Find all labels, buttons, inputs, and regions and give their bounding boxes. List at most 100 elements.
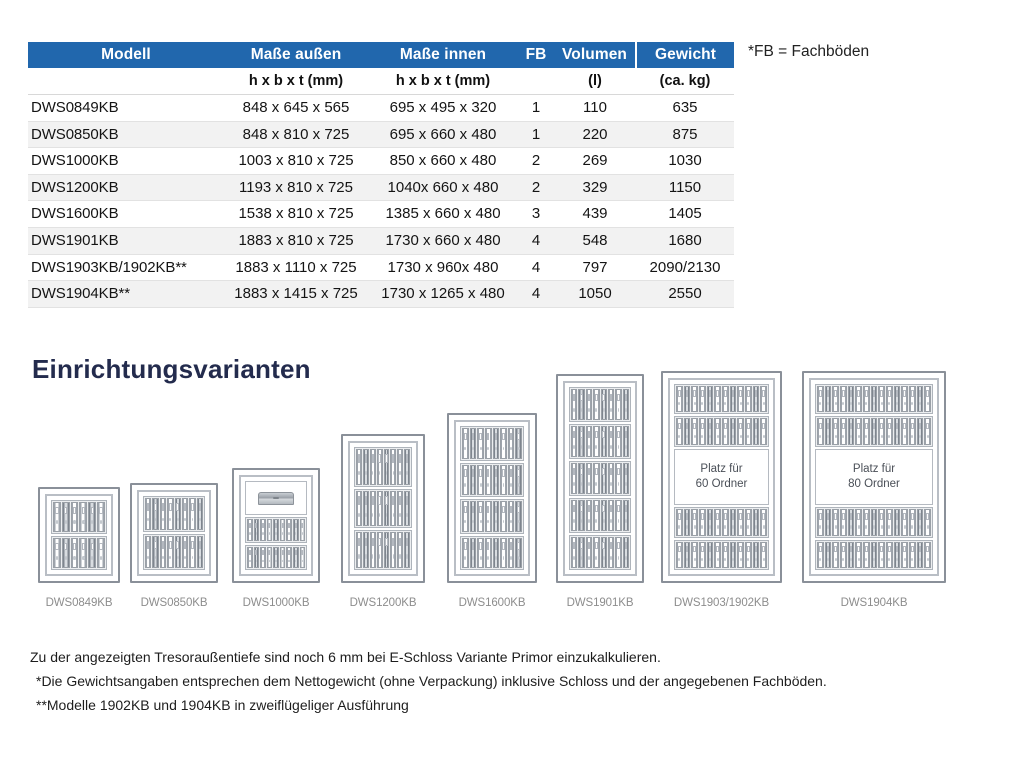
binder-icon [886,509,893,536]
safe-diagram[interactable] [232,468,320,583]
binder-icon [376,449,383,485]
binder-icon [292,519,299,541]
binder-icon [515,428,522,459]
safe-inner-frame: Platz für 60 Ordner [668,378,775,576]
binder-icon [492,537,500,568]
binder-icon [855,418,863,445]
footer-notes: Zu der angezeigten Tresoraußentiefe sind… [30,648,990,720]
safe-diagram[interactable]: Platz für 80 Ordner [802,371,946,583]
binder-icon [699,509,706,536]
binder-icon [247,519,253,541]
cell-volume: 110 [554,94,636,122]
shelf-capacity-note: Platz für 60 Ordner [674,448,769,506]
binder-icon [909,386,916,413]
cell-volume: 439 [554,200,636,228]
binder-icon [832,418,840,445]
shelf-with-binders [245,517,307,543]
cell-inner: 1730 x 960x 480 [368,254,518,282]
binder-icon [615,389,622,420]
table-row: DWS0849KB 848 x 645 x 565 695 x 495 x 320 1… [28,94,734,122]
binder-icon [722,418,729,445]
binder-icon [61,538,70,568]
table-header-row-sub: h x b x t (mm) h x b x t (mm) (l) (ca. k… [28,68,734,95]
binder-icon [752,509,760,536]
cell-model: DWS1000KB [28,147,224,175]
binder-icon [79,538,88,568]
cell-fb: 4 [518,254,554,282]
shelf-stack [460,426,524,570]
binder-icon [356,532,362,569]
safe-diagram[interactable] [556,374,644,583]
cell-inner: 850 x 660 x 480 [368,147,518,175]
binder-icon [159,536,167,568]
safe-diagram[interactable] [38,487,120,583]
cell-volume: 1050 [554,280,636,308]
binder-icon [878,386,886,413]
binder-icon [615,500,622,531]
binder-icon [397,532,404,569]
binder-icon [878,541,886,569]
cell-inner: 1385 x 660 x 480 [368,200,518,228]
shelf-with-binders [460,535,524,570]
safe-model-label: DWS0850KB [140,597,208,609]
shelf-with-binders [569,424,631,459]
capacity-note-line: Platz für [700,463,743,476]
binder-icon [462,537,469,568]
binder-icon [886,386,893,413]
col-header-fb: FB [518,42,554,68]
table-body: DWS0849KB 848 x 645 x 565 695 x 495 x 320 1… [28,94,734,308]
binder-icon [683,509,691,536]
safe-diagram[interactable]: Platz für 60 Ordner [661,371,782,583]
binder-icon [159,498,167,530]
binder-icon [615,426,622,457]
safe-diagram[interactable] [447,413,537,583]
binder-icon [878,418,886,445]
binder-icon [477,501,484,532]
cell-model: DWS1903KB/1902KB** [28,254,224,282]
binder-icon [870,386,878,413]
binder-icon [909,541,916,569]
binder-icon [53,538,61,568]
cell-volume: 797 [554,254,636,282]
safe-inner-frame [563,381,637,576]
binder-icon [369,490,376,527]
binder-icon [88,538,97,568]
binder-icon [607,500,615,531]
shelf-deposit-compartment [245,481,307,516]
binder-icon [714,509,722,536]
binder-icon [88,502,97,532]
binder-icon [299,519,306,541]
binder-icon [840,541,847,569]
binder-icon [840,386,847,413]
binder-icon [571,537,578,568]
binder-icon [578,389,585,420]
binder-icon [676,509,683,536]
binder-icon [286,519,292,541]
binder-icon [916,418,924,445]
binder-icon [383,490,390,527]
col-header-weight: Gewicht [635,42,734,68]
binder-icon [369,449,376,485]
safe-diagram[interactable] [341,434,425,583]
shelf-stack [143,496,205,570]
binder-icon [70,502,79,532]
binder-icon [706,541,714,569]
binder-icon [691,418,699,445]
binder-icon [683,541,691,569]
binder-icon [376,532,383,569]
binder-icon [469,428,477,459]
shelf-with-binders [354,530,412,571]
binder-icon [484,501,492,532]
cell-outer: 1883 x 810 x 725 [224,227,368,255]
cell-fb: 1 [518,94,554,122]
cell-weight: 875 [636,121,734,149]
section-title-einrichtungsvarianten: Einrichtungsvarianten [32,354,311,384]
safe-diagram[interactable] [130,483,218,583]
binder-icon [189,498,196,530]
binder-icon [752,386,760,413]
col-subheader-model [28,68,224,95]
binder-icon [362,532,369,569]
binder-icon [600,500,607,531]
shelf-with-binders [51,536,107,570]
cell-volume: 269 [554,147,636,175]
